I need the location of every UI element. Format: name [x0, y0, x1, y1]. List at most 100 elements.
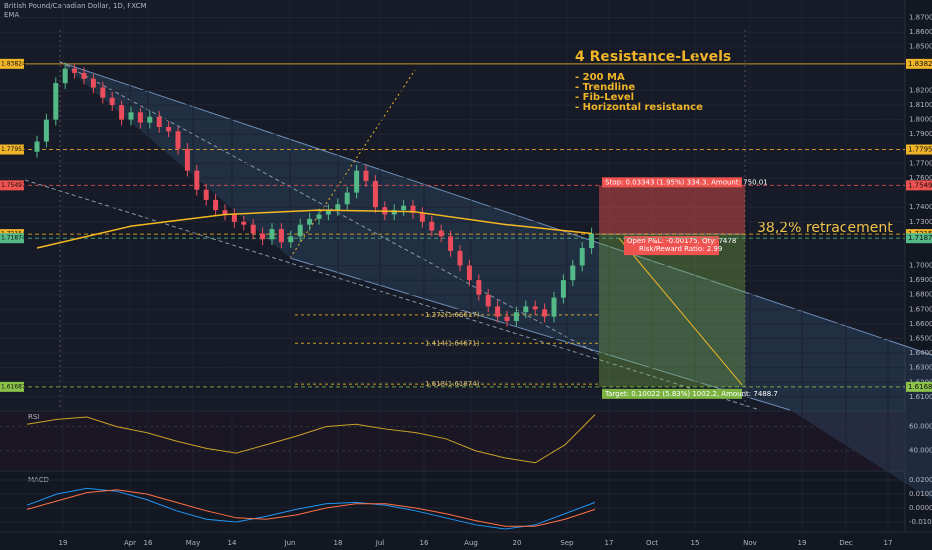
candle-body — [109, 97, 115, 106]
candle-body — [241, 221, 247, 225]
x-tick-label: Oct — [646, 539, 658, 547]
candle-body — [250, 224, 256, 234]
fib-label: 1.414(1.64671) — [425, 339, 480, 347]
ema-line — [36, 209, 592, 249]
candle-body — [166, 126, 172, 132]
candle-body — [570, 265, 576, 281]
candle-body — [53, 83, 59, 120]
fib-label: 1.272(1.66617) — [425, 311, 480, 319]
candle-body — [156, 116, 162, 127]
y-tick-label: 1.77000 — [909, 159, 932, 167]
candle-body — [194, 170, 200, 190]
candle-body — [260, 233, 266, 240]
pnl-label: Open P&L: -0.00175, Qty: 7478 — [627, 237, 736, 245]
level-label-left: 1.71874 — [1, 235, 26, 242]
y-tick-label: 1.79000 — [909, 130, 932, 138]
macd-tick-label: -0.0100 — [909, 518, 932, 526]
candle-body — [438, 230, 444, 237]
candle-body — [335, 204, 341, 211]
x-tick-label: 19 — [798, 539, 807, 547]
candle-body — [457, 250, 463, 266]
level-tag — [906, 180, 932, 191]
y-tick-label: 1.68000 — [909, 291, 932, 299]
candle-body — [495, 306, 501, 317]
y-tick-label: 1.66000 — [909, 320, 932, 328]
candle-body — [90, 78, 96, 88]
trend-dashed — [59, 61, 601, 356]
candle-body — [513, 312, 519, 321]
main-pane — [0, 0, 905, 410]
y-tick-label: 1.73000 — [909, 218, 932, 226]
y-tick-label: 1.65000 — [909, 335, 932, 343]
candle-body — [363, 170, 369, 181]
fib-label: 1.618(1.61874) — [425, 380, 480, 388]
candle-body — [297, 224, 303, 237]
candle-body — [62, 68, 68, 84]
candle-body — [354, 170, 360, 193]
x-tick-label: Aug — [464, 539, 478, 547]
rsi-label: RSI — [28, 413, 39, 421]
y-tick-label: 1.74000 — [909, 203, 932, 211]
candle-body — [34, 141, 40, 152]
candle-body — [372, 180, 378, 208]
rsi-tick-label: 40.0000 — [909, 447, 932, 455]
retracement-label: 38,2% retracement — [757, 220, 893, 236]
candle-body — [429, 221, 435, 231]
candle-body — [344, 192, 350, 205]
candle-body — [476, 280, 482, 295]
y-tick-label: 1.80000 — [909, 116, 932, 124]
candle-body — [175, 131, 181, 149]
x-tick-label: 17 — [884, 539, 893, 547]
candle-body — [316, 214, 322, 219]
annotation-item: - Trendline — [575, 82, 635, 93]
x-tick-label: 19 — [59, 539, 68, 547]
candle-body — [213, 199, 219, 211]
macd-tick-label: 0.0100 — [909, 490, 932, 498]
y-tick-label: 1.76000 — [909, 174, 932, 182]
pnl-box — [624, 236, 719, 256]
candle-body — [137, 112, 143, 123]
y-tick-label: 1.81000 — [909, 101, 932, 109]
level-tag-left — [0, 58, 24, 69]
level-label: 1.71874 — [908, 234, 932, 242]
candle-body — [401, 205, 407, 211]
trend-channel — [60, 62, 932, 500]
candle-body — [504, 316, 510, 321]
level-tag — [906, 381, 932, 392]
x-tick-label: 16 — [420, 539, 429, 547]
level-tag-left — [0, 180, 24, 191]
macd-tick-label: 0.0000 — [909, 504, 932, 512]
candle-body — [579, 248, 585, 266]
annotation-item: - 200 MA — [575, 72, 625, 83]
level-tag-left — [0, 233, 24, 244]
candle-body — [119, 105, 125, 120]
candle-body — [128, 112, 134, 120]
x-tick-label: May — [186, 539, 200, 547]
x-tick-label: Jul — [375, 539, 385, 547]
level-label: 1.77953 — [908, 146, 932, 154]
candle-body — [542, 309, 548, 317]
candle-body — [43, 119, 49, 142]
level-label-left: 1.83824 — [1, 60, 26, 67]
x-tick-label: Jun — [284, 539, 296, 547]
y-tick-label: 1.61000 — [909, 393, 932, 401]
x-tick-label: 18 — [334, 539, 343, 547]
y-tick-label: 1.67000 — [909, 305, 932, 313]
x-tick-label: 15 — [691, 539, 700, 547]
candle-body — [560, 280, 566, 298]
stop-box — [602, 177, 742, 188]
candle-body — [231, 214, 237, 222]
x-tick-label: 14 — [228, 539, 237, 547]
level-label: 1.83824 — [908, 60, 932, 68]
indicator-label: EMA — [4, 11, 19, 19]
level-label: 1.75497 — [908, 181, 932, 189]
level-tag-left — [0, 381, 24, 392]
target-zone — [599, 234, 745, 387]
rsi-tick-label: 60.0000 — [909, 423, 932, 431]
stop-zone — [599, 185, 745, 235]
stop-label: Stop: 0.03343 (1.95%) 334.3, Amount: 750… — [605, 178, 768, 186]
candle-body — [288, 236, 294, 243]
candle-body — [532, 306, 538, 310]
candle-body — [269, 229, 275, 240]
